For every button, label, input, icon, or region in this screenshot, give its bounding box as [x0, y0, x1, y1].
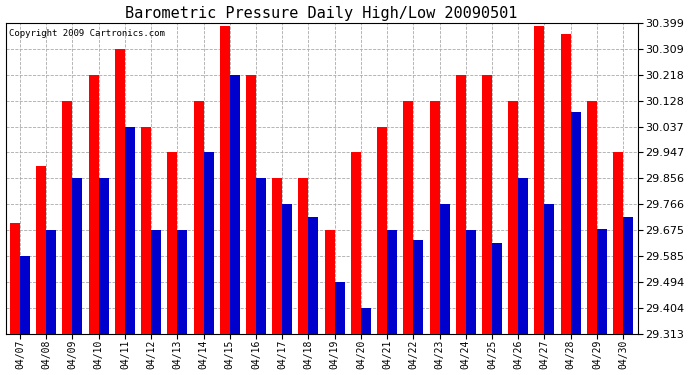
Bar: [115, 49, 125, 334]
Bar: [482, 75, 492, 334]
Bar: [509, 100, 518, 334]
Bar: [308, 217, 318, 334]
Bar: [256, 178, 266, 334]
Bar: [230, 75, 239, 334]
Bar: [99, 178, 108, 334]
Bar: [63, 100, 72, 334]
Bar: [413, 240, 423, 334]
Bar: [387, 230, 397, 334]
Bar: [282, 204, 292, 334]
Bar: [204, 152, 213, 334]
Bar: [89, 75, 99, 334]
Bar: [299, 178, 308, 334]
Bar: [535, 26, 544, 334]
Bar: [10, 223, 20, 334]
Bar: [37, 166, 46, 334]
Bar: [273, 178, 282, 334]
Bar: [377, 127, 387, 334]
Title: Barometric Pressure Daily High/Low 20090501: Barometric Pressure Daily High/Low 20090…: [126, 6, 518, 21]
Bar: [20, 256, 30, 334]
Bar: [456, 75, 466, 334]
Bar: [220, 26, 230, 334]
Bar: [571, 111, 581, 334]
Bar: [46, 230, 56, 334]
Bar: [518, 178, 529, 334]
Bar: [141, 127, 151, 334]
Bar: [351, 152, 361, 334]
Text: Copyright 2009 Cartronics.com: Copyright 2009 Cartronics.com: [9, 29, 165, 38]
Bar: [177, 230, 187, 334]
Bar: [125, 127, 135, 334]
Bar: [597, 229, 607, 334]
Bar: [623, 217, 633, 334]
Bar: [72, 178, 82, 334]
Bar: [194, 100, 204, 334]
Bar: [151, 230, 161, 334]
Bar: [613, 152, 623, 334]
Bar: [246, 75, 256, 334]
Bar: [492, 243, 502, 334]
Bar: [361, 308, 371, 334]
Bar: [430, 100, 440, 334]
Bar: [544, 204, 555, 334]
Bar: [587, 100, 597, 334]
Bar: [335, 282, 344, 334]
Bar: [440, 204, 449, 334]
Bar: [404, 100, 413, 334]
Bar: [466, 230, 475, 334]
Bar: [561, 34, 571, 334]
Bar: [325, 230, 335, 334]
Bar: [168, 152, 177, 334]
